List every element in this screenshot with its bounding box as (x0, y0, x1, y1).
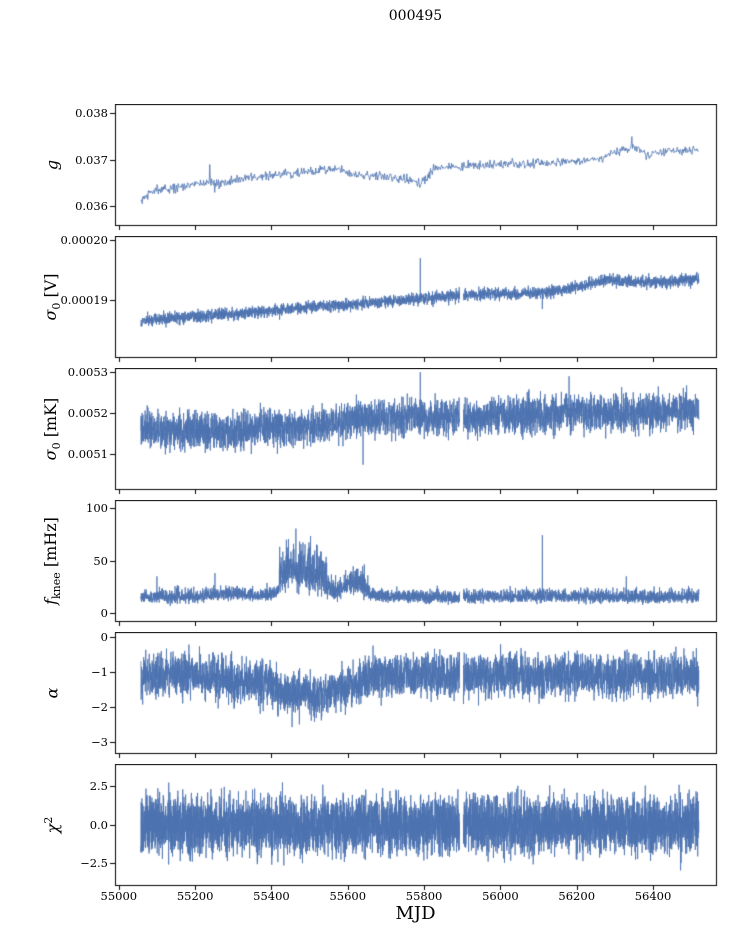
panel-sigma0-v-plot (0, 236, 741, 364)
y-tick-label: 0.038 (75, 106, 108, 121)
y-axis-label-sigma0-mk: σ0 [mK] (40, 397, 64, 460)
panel-fknee-plot (0, 500, 741, 628)
x-tick-label: 56200 (558, 889, 596, 903)
y-tick-label: 0.00019 (60, 293, 108, 308)
panel-sigma0-mk-plot (0, 368, 741, 496)
y-axis-label-alpha: α (42, 687, 62, 698)
x-axis-label: MJD (395, 903, 436, 924)
y-tick-label: −2 (91, 700, 108, 715)
y-tick-label: 0 (100, 629, 108, 644)
y-tick-label: 0.0052 (67, 406, 108, 421)
y-tick-label: 0.00020 (60, 233, 108, 248)
y-tick-label: 50 (93, 553, 108, 568)
y-tick-label: 0.0 (89, 817, 108, 832)
x-tick-label: 55200 (176, 889, 214, 903)
x-tick-label: 55000 (100, 889, 138, 903)
panel-chi2-plot (0, 764, 741, 892)
x-tick-label: 55400 (253, 889, 290, 903)
y-axis-label-fknee: fknee [mHz] (40, 516, 64, 605)
panel-alpha-plot (0, 632, 741, 760)
x-tick-label: 55600 (329, 889, 367, 903)
x-tick-label: 55800 (405, 889, 443, 903)
y-tick-label: 0.037 (75, 152, 108, 167)
x-tick-label: 56000 (482, 889, 519, 903)
x-tick-label: 56400 (634, 889, 672, 903)
y-tick-label: 2.5 (89, 778, 108, 793)
y-tick-label: 0.0051 (67, 447, 108, 462)
y-tick-label: 0 (100, 606, 108, 621)
y-tick-label: 0.0053 (67, 365, 108, 380)
y-axis-label-chi2: χ2 (41, 816, 63, 833)
y-tick-label: 0.036 (75, 199, 108, 214)
y-axis-label-g: g (42, 159, 62, 170)
y-tick-label: −1 (91, 664, 108, 679)
y-tick-label: −3 (91, 735, 108, 750)
y-tick-label: −2.5 (80, 856, 108, 871)
y-axis-label-sigma0-v: σ0 [V] (40, 272, 64, 321)
y-tick-label: 100 (86, 500, 108, 515)
figure-title: 000495 (388, 8, 443, 24)
panel-g-plot (0, 104, 741, 232)
